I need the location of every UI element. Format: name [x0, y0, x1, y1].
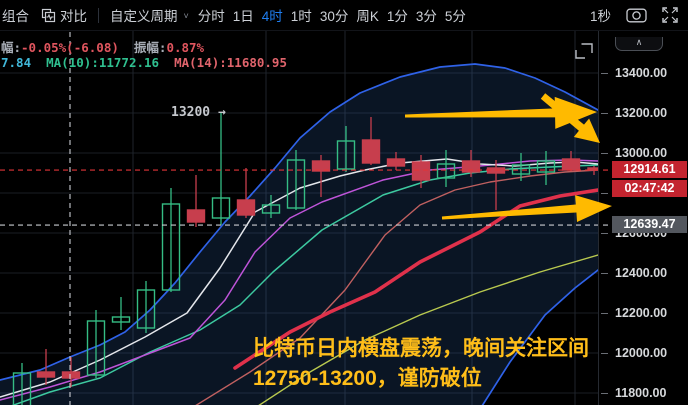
axis-price-label: 11800.00	[599, 385, 666, 401]
note-line-2: 12750-13200，谨防破位	[253, 367, 482, 390]
axis-price-label: 12000.00	[599, 345, 667, 361]
collapse-axis-button[interactable]: ∧	[615, 37, 663, 51]
compare-button[interactable]: 对比	[41, 5, 87, 25]
peak-annotation: 13200 →	[171, 105, 226, 120]
indicator-segment: MA(14):11680.95	[159, 55, 287, 70]
expand-chart-icon[interactable]	[573, 41, 595, 61]
axis-price-label: 12400.00	[599, 265, 667, 281]
last-price-badge: 12914.61	[612, 161, 687, 178]
chevron-down-icon: ˅	[183, 11, 189, 21]
axis-price-label: 13000.00	[599, 145, 667, 161]
indicator-segment: 0.87%	[166, 40, 205, 55]
fullscreen-icon	[662, 7, 678, 23]
period-button-1日[interactable]: 1日	[232, 9, 254, 24]
period-button-30分[interactable]: 30分	[319, 9, 349, 24]
period-button-3分[interactable]: 3分	[415, 9, 437, 24]
screenshot-button[interactable]	[626, 7, 647, 23]
period-button-4时[interactable]: 4时	[261, 9, 283, 24]
indicator-segment: 7.84	[1, 55, 32, 70]
compare-label: 对比	[60, 9, 87, 24]
period-button-5分[interactable]: 5分	[444, 9, 466, 24]
indicator-segment: 幅:	[1, 40, 22, 55]
period-button-分时[interactable]: 分时	[197, 9, 225, 24]
period-1s-button[interactable]: 1秒	[589, 9, 611, 24]
fullscreen-button[interactable]	[662, 7, 678, 23]
indicator-segment: 振幅:	[118, 40, 167, 55]
right-arrow-icon: →	[217, 105, 226, 120]
custom-period-label: 自定义周期	[110, 9, 178, 24]
period-button-周K[interactable]: 周K	[356, 9, 379, 24]
toolbar: 组合 对比 自定义周期 ˅ 分时 1日 4时 1时 30分 周K 1分 3分 5分 1秒	[0, 0, 688, 31]
axis-price-label: 12200.00	[599, 305, 667, 321]
indicator-row-1: 幅:-0.05%(-6.08) 振幅:0.87%	[1, 37, 204, 56]
analyst-note: 比特币日内横盘震荡，晚间关注区间 12750-13200，谨防破位	[253, 334, 589, 394]
indicator-segment: -0.05%(-6.08)	[21, 40, 119, 55]
portfolio-button[interactable]: 组合	[2, 9, 29, 24]
indicator-row-2: 7.84 MA(10):11772.16 MA(14):11680.95	[1, 55, 287, 70]
countdown-badge: 02:47:42	[612, 180, 687, 197]
axis-price-label: 13400.00	[599, 65, 667, 81]
note-line-1: 比特币日内横盘震荡，晚间关注区间	[253, 337, 589, 360]
camera-icon	[626, 8, 647, 23]
axis-price-label: 13200.00	[599, 105, 667, 121]
price-axis[interactable]: ∧ 13400.0013200.0013000.0012800.0012600.…	[598, 30, 688, 405]
period-button-1分[interactable]: 1分	[386, 9, 408, 24]
custom-period-dropdown[interactable]: 自定义周期 ˅	[110, 5, 189, 25]
chevron-up-icon: ∧	[635, 37, 643, 47]
crosshair-price-badge: 12639.47	[612, 216, 687, 233]
toolbar-divider	[98, 7, 99, 23]
peak-label: 13200	[171, 105, 211, 120]
compare-icon	[41, 8, 56, 22]
period-button-1时[interactable]: 1时	[290, 9, 312, 24]
indicator-segment: MA(10):11772.16	[31, 55, 160, 70]
